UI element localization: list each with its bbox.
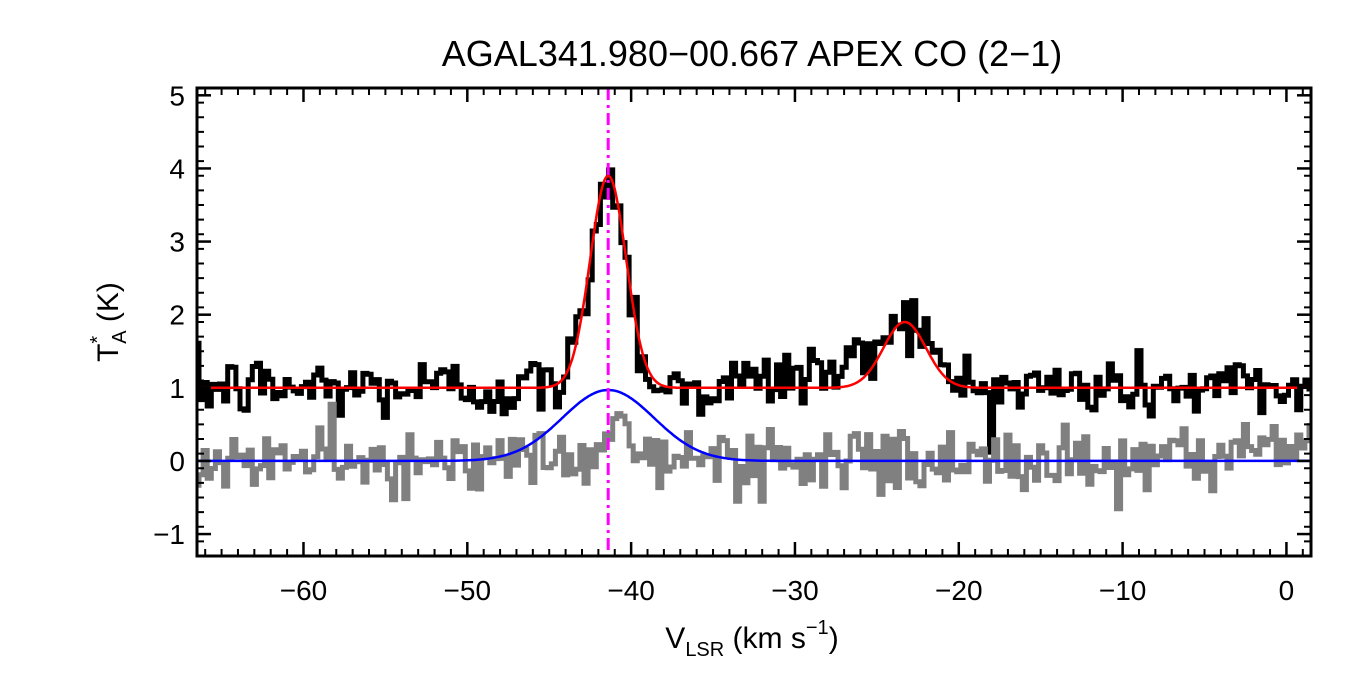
- series-layer: [196, 167, 1312, 512]
- series-gaussian-fit-blue: [197, 388, 1311, 463]
- series-residual-second-spectrum: [196, 401, 1312, 512]
- series-line-gaussian-fit-blue: [197, 388, 1311, 463]
- y-label-sub: A: [109, 330, 131, 344]
- y-tick-label: 1: [169, 373, 185, 404]
- x-label-exp: −1: [806, 617, 829, 639]
- series-gaussian-fit-red: [197, 174, 1311, 390]
- x-tick-label: −60: [280, 575, 328, 606]
- y-tick-label: −1: [153, 519, 185, 550]
- y-tick-label: 0: [169, 446, 185, 477]
- series-line-gaussian-fit-red: [197, 174, 1311, 390]
- plot-frame: [195, 86, 1313, 558]
- series-line-co-2-1-spectrum: [196, 167, 1312, 455]
- y-tick-label: 2: [169, 300, 185, 331]
- x-tick-label: −40: [607, 575, 655, 606]
- y-tick-label: 4: [169, 153, 185, 184]
- y-tick-label: 3: [169, 227, 185, 258]
- x-tick-label: −30: [771, 575, 819, 606]
- y-label-unit: (K): [92, 282, 125, 330]
- x-tick-label: 0: [1279, 575, 1295, 606]
- x-tick-label: −20: [935, 575, 983, 606]
- y-label-sup: *: [87, 336, 109, 344]
- x-label-main: V: [665, 622, 685, 655]
- series-co-2-1-spectrum: [196, 167, 1312, 455]
- x-tick-label: −50: [444, 575, 492, 606]
- x-label-close: ): [829, 622, 839, 655]
- x-label-sub: LSR: [685, 639, 724, 661]
- x-tick-label: −10: [1099, 575, 1147, 606]
- x-axis-label: VLSR (km s−1): [665, 617, 838, 661]
- y-label-main: T: [92, 344, 125, 362]
- y-axis-label: T*A (K): [87, 282, 131, 362]
- y-tick-label: 5: [169, 80, 185, 111]
- x-label-unit: (km s: [724, 622, 806, 655]
- series-line-residual-second-spectrum: [196, 401, 1312, 512]
- chart-title: AGAL341.980−00.667 APEX CO (2−1): [442, 33, 1062, 74]
